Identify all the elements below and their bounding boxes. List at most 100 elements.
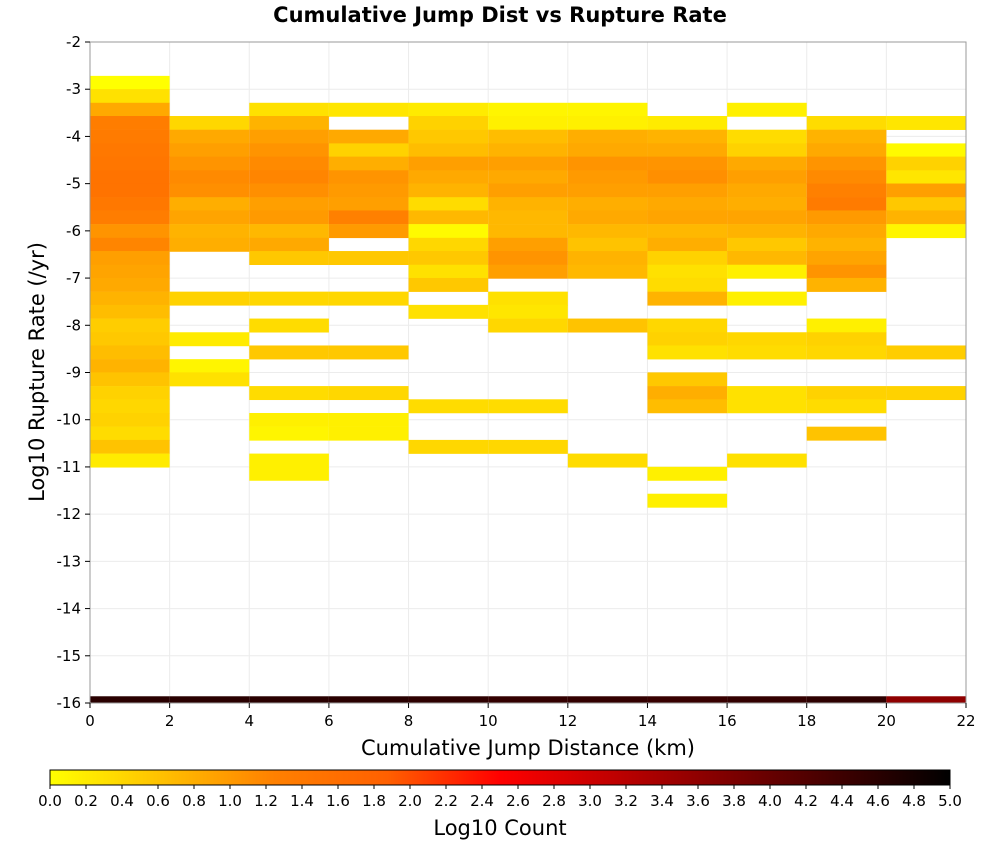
heatmap-cell — [249, 129, 329, 144]
heatmap-cell — [328, 129, 409, 144]
heatmap-cell — [567, 170, 648, 185]
heatmap-cell — [806, 237, 887, 252]
heatmap-cell — [90, 264, 170, 279]
heatmap-cell — [249, 170, 329, 185]
heatmap-cell — [408, 102, 489, 117]
heatmap-cell — [727, 399, 807, 414]
y-tick-label: -13 — [57, 552, 82, 570]
heatmap-cell — [806, 116, 887, 130]
heatmap-cell — [647, 386, 728, 401]
heatmap-cell — [90, 75, 170, 90]
heatmap-cell — [488, 170, 568, 185]
heatmap-cell — [727, 453, 807, 468]
colorbar — [49, 769, 951, 786]
heatmap-cell — [328, 102, 409, 117]
colorbar-tick-label: 0.0 — [38, 792, 62, 810]
y-tick-label: -8 — [66, 316, 81, 334]
chart-title: Cumulative Jump Dist vs Rupture Rate — [273, 3, 727, 27]
x-tick-label: 10 — [479, 712, 498, 730]
heatmap-cell — [249, 345, 329, 360]
heatmap-cell — [886, 197, 966, 212]
heatmap-cell — [90, 89, 170, 104]
heatmap-cell — [806, 156, 887, 171]
heatmap-cell — [328, 251, 409, 265]
heatmap-cell — [647, 696, 728, 703]
heatmap-cell — [408, 197, 489, 212]
heatmap-cell — [727, 251, 807, 265]
heatmap-cell — [328, 224, 409, 239]
colorbar-tick-label: 2.4 — [470, 792, 494, 810]
heatmap-cell — [647, 183, 728, 198]
colorbar-tick-label: 0.4 — [110, 792, 134, 810]
heatmap-cell — [169, 156, 250, 171]
heatmap-cell — [169, 359, 250, 374]
heatmap-cell — [806, 143, 887, 158]
heatmap-cell — [886, 116, 966, 130]
heatmap-cell — [169, 237, 250, 252]
colorbar-tick-label: 4.0 — [758, 792, 782, 810]
heatmap-cell — [90, 453, 170, 468]
heatmap-cell — [727, 210, 807, 225]
heatmap-cell — [408, 156, 489, 171]
heatmap-cell — [408, 210, 489, 225]
heatmap-cell — [488, 237, 568, 252]
heatmap-cell — [727, 102, 807, 117]
heatmap-cell — [328, 183, 409, 198]
heatmap-cell — [249, 183, 329, 198]
heatmap-cell — [727, 264, 807, 279]
colorbar-tick-label: 1.2 — [254, 792, 278, 810]
colorbar-tick-label: 2.8 — [542, 792, 566, 810]
heatmap-cell — [249, 116, 329, 130]
colorbar-tick-label: 2.6 — [506, 792, 530, 810]
heatmap-cell — [647, 210, 728, 225]
heatmap-cell — [488, 291, 568, 306]
heatmap-cell — [328, 143, 409, 158]
heatmap-cell — [567, 224, 648, 239]
x-tick-label: 18 — [797, 712, 816, 730]
x-tick-label: 20 — [877, 712, 896, 730]
y-tick-label: -15 — [57, 647, 82, 665]
heatmap-cell — [169, 224, 250, 239]
heatmap-cell — [727, 143, 807, 158]
heatmap-cell — [90, 102, 170, 117]
heatmap-cell — [328, 197, 409, 212]
colorbar-tick-label: 1.8 — [362, 792, 386, 810]
heatmap-cell — [647, 466, 728, 481]
heatmap-cell — [727, 224, 807, 239]
y-axis-label: Log10 Rupture Rate (/yr) — [25, 242, 49, 502]
heatmap-cell — [90, 156, 170, 171]
heatmap-cell — [408, 439, 489, 454]
heatmap-cell — [328, 291, 409, 306]
heatmap-cell — [90, 197, 170, 212]
y-tick-label: -7 — [66, 269, 81, 287]
heatmap-cell — [328, 426, 409, 441]
heatmap-cell — [169, 116, 250, 130]
heatmap-cell — [647, 493, 728, 508]
heatmap-cell — [806, 210, 887, 225]
heatmap-cell — [249, 453, 329, 468]
heatmap-cell — [488, 129, 568, 144]
heatmap-cell — [169, 170, 250, 185]
heatmap-cell — [249, 696, 329, 703]
heatmap-cell — [806, 318, 887, 333]
heatmap-cell — [249, 210, 329, 225]
heatmap-cell — [806, 183, 887, 198]
heatmap-cell — [249, 102, 329, 117]
heatmap-cell — [727, 237, 807, 252]
heatmap-cell — [886, 696, 966, 703]
colorbar-tick-label: 4.2 — [794, 792, 818, 810]
heatmap-cell — [806, 426, 887, 441]
colorbar-tick-label: 3.4 — [650, 792, 674, 810]
colorbar-tick-label: 3.0 — [578, 792, 602, 810]
heatmap-cell — [806, 264, 887, 279]
heatmap-cell — [567, 251, 648, 265]
heatmap-cell — [488, 116, 568, 130]
heatmap-cell — [408, 143, 489, 158]
heatmap-cell — [488, 304, 568, 319]
heatmap-cell — [90, 143, 170, 158]
heatmap-cell — [647, 116, 728, 130]
heatmap-cell — [647, 197, 728, 212]
heatmap-cell — [90, 372, 170, 387]
y-tick-label: -3 — [66, 80, 81, 98]
heatmap-cell — [886, 345, 966, 360]
